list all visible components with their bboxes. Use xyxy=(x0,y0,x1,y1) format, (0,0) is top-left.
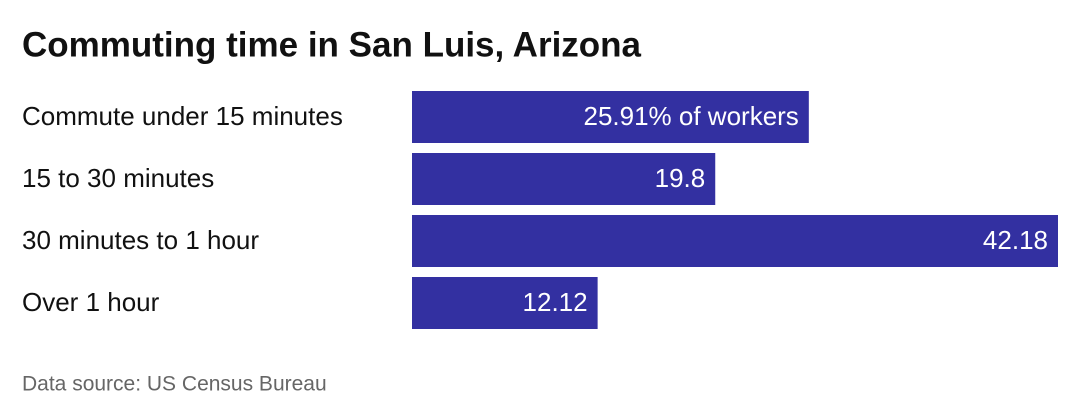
bar xyxy=(412,215,1058,267)
category-label: 15 to 30 minutes xyxy=(22,163,214,193)
source-note: Data source: US Census Bureau xyxy=(22,373,327,396)
bar xyxy=(412,153,716,205)
bar xyxy=(412,91,809,143)
category-label: Over 1 hour xyxy=(22,287,160,317)
bar xyxy=(412,277,598,329)
category-label: Commute under 15 minutes xyxy=(22,101,343,131)
value-label: 42.18 xyxy=(983,225,1048,255)
category-label: 30 minutes to 1 hour xyxy=(22,225,259,255)
value-label: 25.91% of workers xyxy=(583,101,798,131)
value-label: 19.8 xyxy=(655,163,706,193)
value-label: 12.12 xyxy=(523,287,588,317)
chart-title: Commuting time in San Luis, Arizona xyxy=(22,25,642,64)
